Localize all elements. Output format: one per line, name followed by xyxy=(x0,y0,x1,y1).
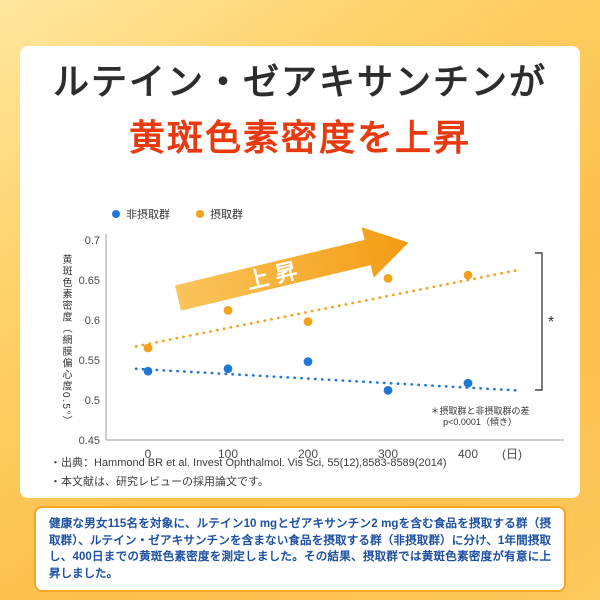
y-tick-label: 0.45 xyxy=(79,435,100,447)
data-point xyxy=(143,343,153,353)
citation-line1: ・出典：Hammond BR et al. Invest Ophthalmol.… xyxy=(50,457,447,469)
significance-marker: * xyxy=(548,314,554,331)
rise-arrow-label: 上昇 xyxy=(244,256,306,294)
data-point xyxy=(303,317,313,326)
legend-label-nonintake: 非摂取群 xyxy=(126,209,170,221)
significance-note-line1: ＊摂取群と非摂取群の差 xyxy=(430,405,529,416)
data-point xyxy=(143,366,153,376)
y-tick-label: 0.7 xyxy=(85,235,100,247)
data-point xyxy=(383,274,393,283)
chart-svg: 上昇 0.7 0.65 0.6 0.55 0.5 0.45 0 100 200 300 400 (日) *… xyxy=(79,227,564,461)
x-tick-label: 400 xyxy=(458,447,478,461)
x-tick-label: 300 xyxy=(378,447,398,461)
study-note-text: 健康な男女115名を対象に、ルテイン10 mgとゼアキサンチン2 mgを含む食品… xyxy=(49,518,551,580)
chart-legend: 非摂取群 摂取群 xyxy=(112,206,243,222)
x-tick-label: 0 xyxy=(145,447,152,461)
legend-marker-nonintake-icon xyxy=(112,210,120,218)
legend-item-nonintake: 非摂取群 xyxy=(112,206,170,222)
data-point xyxy=(463,270,473,280)
study-note-box: 健康な男女115名を対象に、ルテイン10 mgとゼアキサンチン2 mgを含む食品… xyxy=(34,506,566,592)
page-title-line1: ルテイン・ゼアキサンチンが xyxy=(52,61,547,102)
data-point xyxy=(463,378,473,388)
data-point xyxy=(223,306,233,315)
significance-bracket xyxy=(535,252,543,391)
x-axis-unit: (日) xyxy=(502,447,522,461)
y-tick-label: 0.5 xyxy=(85,395,100,407)
legend-marker-intake-icon xyxy=(196,210,204,218)
legend-item-intake: 摂取群 xyxy=(196,206,243,222)
significance-note-line2: p<0.0001（傾き） xyxy=(443,416,517,427)
data-point xyxy=(303,357,313,366)
trend-line-0 xyxy=(134,367,518,392)
y-axis-title: 黄斑色素密度（網膜偏心度0.5°） xyxy=(60,254,71,428)
x-tick-label: 100 xyxy=(218,447,238,461)
data-point xyxy=(383,386,393,395)
x-tick-label: 200 xyxy=(298,447,318,461)
citation-line2: ・本文献は、研究レビューの採用論文です。 xyxy=(50,475,269,488)
main-card: ルテイン・ゼアキサンチンが 黄斑色素密度を上昇 非摂取群 摂取群 黄斑色素密度（… xyxy=(20,46,580,498)
trend-line-1 xyxy=(134,269,518,348)
y-tick-label: 0.65 xyxy=(79,275,100,287)
page-title-line2: 黄斑色素密度を上昇 xyxy=(128,117,471,158)
y-tick-label: 0.6 xyxy=(85,315,100,327)
citation-block: ・出典：Hammond BR et al. Invest Ophthalmol.… xyxy=(50,454,447,491)
rise-arrow: 上昇 xyxy=(174,227,409,311)
y-tick-label: 0.55 xyxy=(79,355,100,367)
data-point xyxy=(223,364,233,374)
legend-label-intake: 摂取群 xyxy=(210,209,243,221)
